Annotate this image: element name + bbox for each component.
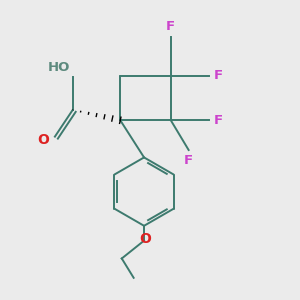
Text: F: F bbox=[214, 114, 223, 127]
Text: F: F bbox=[214, 69, 223, 82]
Text: F: F bbox=[166, 20, 176, 33]
Text: O: O bbox=[140, 232, 152, 246]
Text: F: F bbox=[184, 154, 193, 167]
Text: O: O bbox=[37, 133, 49, 147]
Text: HO: HO bbox=[47, 61, 70, 74]
